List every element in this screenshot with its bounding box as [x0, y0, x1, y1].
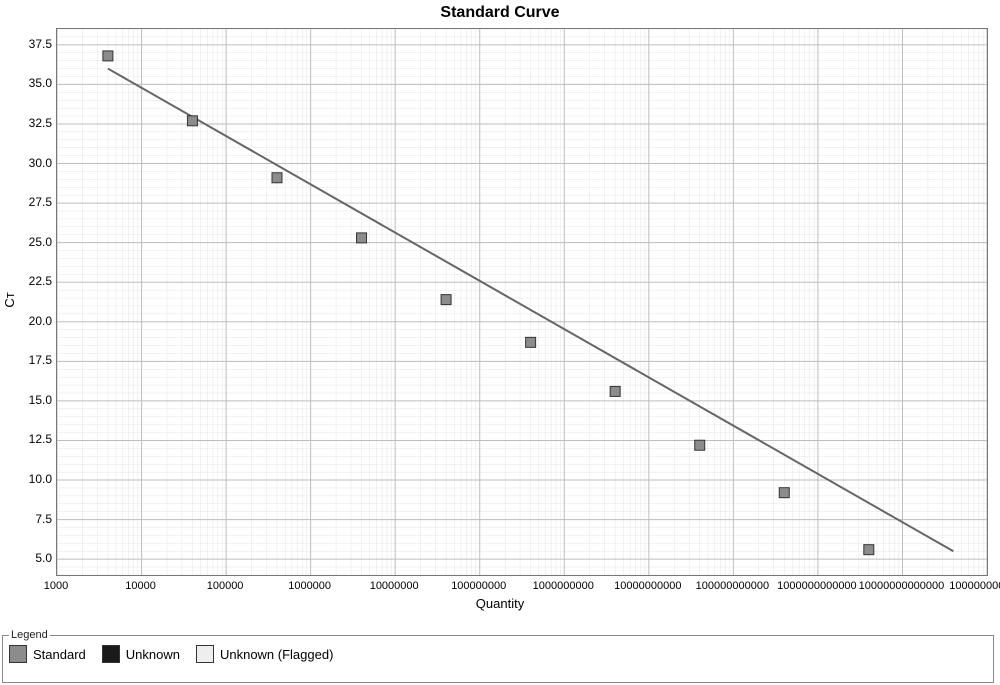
y-tick-label: 17.5 — [8, 353, 52, 367]
x-axis-label: Quantity — [0, 596, 1000, 611]
x-tick-label: 1000000 — [288, 580, 331, 592]
y-tick-label: 35.0 — [8, 76, 52, 90]
y-tick-label: 10.0 — [8, 472, 52, 486]
legend-panel: Legend Standard Unknown Unknown (Flagged) — [2, 629, 994, 683]
x-tick-label: 10000000000000 — [859, 580, 945, 592]
legend-swatch — [102, 645, 120, 663]
x-tick-label: 10000 — [125, 580, 156, 592]
x-tick-label: 1000 — [44, 580, 68, 592]
legend-title: Legend — [9, 629, 50, 641]
y-tick-label: 25.0 — [8, 235, 52, 249]
plot-svg — [57, 29, 987, 575]
x-tick-label: 100000000000 — [696, 580, 769, 592]
x-tick-label: 10000000000 — [614, 580, 681, 592]
y-tick-label: 22.5 — [8, 274, 52, 288]
x-tick-label: 10000000 — [370, 580, 419, 592]
legend-item-label: Unknown — [126, 647, 180, 662]
y-tick-label: 27.5 — [8, 195, 52, 209]
x-tick-label: 1000000000 — [533, 580, 594, 592]
y-tick-label: 5.0 — [8, 551, 52, 565]
y-tick-label: 7.5 — [8, 512, 52, 526]
x-tick-label: 100000000 — [451, 580, 506, 592]
y-tick-label: 30.0 — [8, 156, 52, 170]
legend-swatch — [196, 645, 214, 663]
legend-item-label: Unknown (Flagged) — [220, 647, 333, 662]
y-axis-label: Cт — [2, 292, 17, 307]
chart-title: Standard Curve — [0, 4, 1000, 22]
y-tick-label: 32.5 — [8, 116, 52, 130]
x-tick-label: 100000 — [207, 580, 244, 592]
plot-area — [56, 28, 988, 576]
y-tick-label: 15.0 — [8, 393, 52, 407]
y-tick-label: 37.5 — [8, 37, 52, 51]
x-tick-label: 1000000000000 — [777, 580, 857, 592]
y-tick-label: 12.5 — [8, 432, 52, 446]
y-tick-label: 20.0 — [8, 314, 52, 328]
legend-swatch — [9, 645, 27, 663]
legend-item-label: Standard — [33, 647, 86, 662]
x-tick-label: 100000000000 — [949, 580, 1000, 592]
